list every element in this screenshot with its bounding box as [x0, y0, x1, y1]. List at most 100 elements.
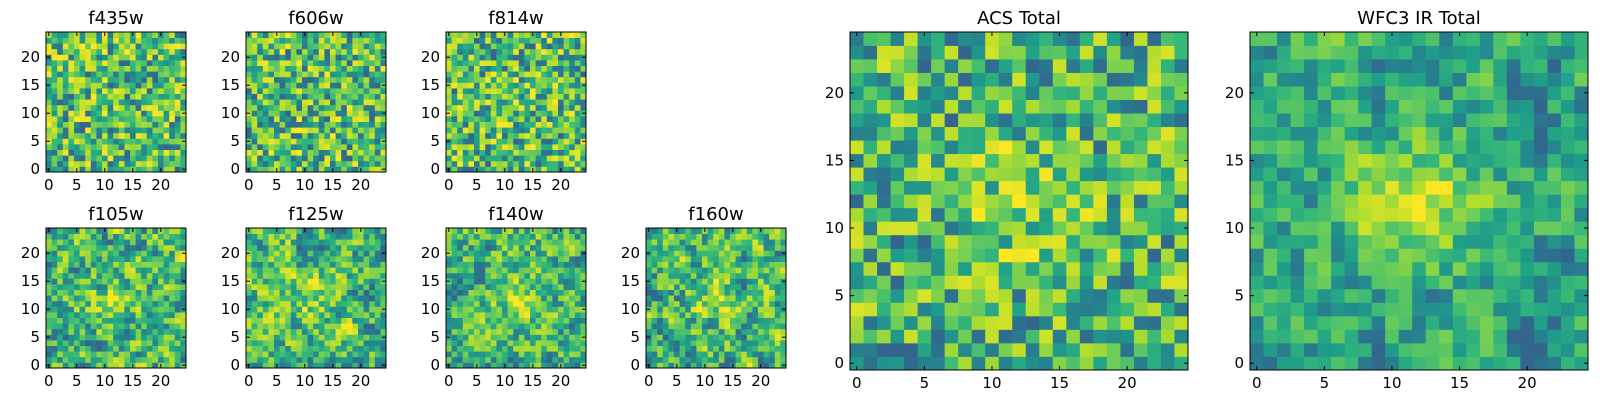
heatmap-cell: [358, 267, 364, 274]
heatmap-cell: [1066, 194, 1081, 209]
heatmap-cell: [68, 93, 75, 100]
heatmap-cell: [324, 244, 331, 251]
y-tick-label: 0: [430, 160, 440, 178]
heatmap-cell: [79, 60, 86, 66]
heatmap-cell: [462, 267, 469, 274]
heatmap-cell: [296, 104, 303, 111]
heatmap-cell: [931, 234, 946, 249]
heatmap-cell: [518, 127, 525, 134]
heatmap-cell: [507, 54, 514, 61]
heatmap-cell: [46, 244, 52, 251]
heatmap-cell: [102, 328, 108, 335]
heatmap-cell: [330, 104, 336, 111]
heatmap-cell: [158, 323, 164, 330]
heatmap-cell: [130, 244, 136, 251]
heatmap-cell: [152, 99, 159, 106]
heatmap-cell: [152, 345, 159, 352]
heatmap-cell: [502, 289, 508, 296]
heatmap-cell: [57, 76, 64, 83]
heatmap-cell: [474, 160, 480, 167]
heatmap-cell: [735, 295, 742, 302]
heatmap-cell: [180, 160, 187, 167]
heatmap-cell: [535, 144, 542, 150]
heatmap-cell: [51, 82, 58, 89]
heatmap-cell: [496, 104, 503, 111]
heatmap-cell: [446, 48, 452, 55]
heatmap-cell: [85, 138, 92, 145]
heatmap-cell: [62, 261, 69, 268]
heatmap-cell: [1039, 194, 1054, 209]
heatmap-cell: [268, 295, 275, 302]
heatmap-cell: [257, 65, 264, 72]
heatmap-cell: [490, 110, 497, 117]
heatmap-cell: [1147, 342, 1162, 357]
heatmap-cell: [674, 317, 680, 324]
heatmap-cell: [707, 300, 714, 307]
heatmap-cell: [679, 340, 686, 346]
heatmap-cell: [780, 323, 787, 330]
heatmap-cell: [646, 295, 652, 302]
heatmap-cell: [180, 295, 187, 302]
heatmap-cell: [90, 261, 97, 268]
heatmap-cell: [335, 32, 342, 38]
heatmap-cell: [324, 328, 331, 335]
heatmap-cell: [490, 37, 497, 44]
heatmap-cell: [552, 166, 559, 173]
x-tick-label: 20: [551, 176, 570, 194]
heatmap-cell: [490, 328, 497, 335]
heatmap-cell: [296, 356, 303, 363]
heatmap-cell: [302, 323, 308, 330]
heatmap-cell: [113, 267, 120, 274]
heatmap-cell: [730, 356, 736, 363]
heatmap-cell: [552, 340, 559, 346]
heatmap-cell: [79, 267, 86, 274]
heatmap-cell: [563, 312, 570, 318]
heatmap-cell: [369, 110, 376, 117]
heatmap-cell: [274, 284, 280, 290]
heatmap-cell: [752, 239, 759, 246]
heatmap-cell: [335, 144, 342, 150]
heatmap-cell: [318, 71, 325, 78]
heatmap-cell: [490, 345, 497, 352]
heatmap-cell: [113, 155, 120, 162]
heatmap-cell: [668, 278, 675, 285]
heatmap-cell: [124, 233, 131, 240]
heatmap-cell: [251, 166, 258, 173]
heatmap-cell: [163, 132, 170, 139]
heatmap-cell: [158, 132, 164, 139]
heatmap-cell: [174, 54, 181, 61]
heatmap-cell: [451, 116, 458, 122]
heatmap-cell: [346, 121, 353, 128]
heatmap-cell: [74, 43, 80, 50]
heatmap-cell: [380, 300, 387, 307]
heatmap-cell: [502, 48, 508, 55]
heatmap-cells: [446, 228, 587, 369]
heatmap-cell: [490, 99, 497, 106]
heatmap-cell: [513, 71, 520, 78]
heatmap-cell: [85, 82, 92, 89]
heatmap-cell: [563, 99, 570, 106]
y-tick-label: 10: [421, 300, 440, 318]
heatmap-cell: [102, 93, 108, 100]
heatmap-cell: [346, 267, 353, 274]
heatmap-cell: [1093, 288, 1108, 303]
heatmap-cell: [141, 261, 148, 268]
heatmap-cell: [113, 345, 120, 352]
heatmap-cell: [318, 334, 325, 341]
heatmap-cell: [307, 160, 314, 167]
heatmap-cell: [1147, 329, 1162, 344]
heatmap-cell: [62, 43, 69, 50]
heatmap-cell: [335, 99, 342, 106]
heatmap-cell: [302, 256, 308, 262]
heatmap-cell: [102, 116, 108, 122]
heatmap-cell: [651, 272, 658, 279]
heatmap-cell: [302, 306, 308, 313]
heatmap-cell: [496, 37, 503, 44]
heatmap-cell: [479, 43, 486, 50]
heatmap-cell: [462, 127, 469, 134]
heatmap-cell: [90, 48, 97, 55]
heatmap-cell: [662, 328, 669, 335]
heatmap-cell: [374, 244, 381, 251]
heatmap-cell: [374, 267, 381, 274]
heatmap-cell: [62, 295, 69, 302]
